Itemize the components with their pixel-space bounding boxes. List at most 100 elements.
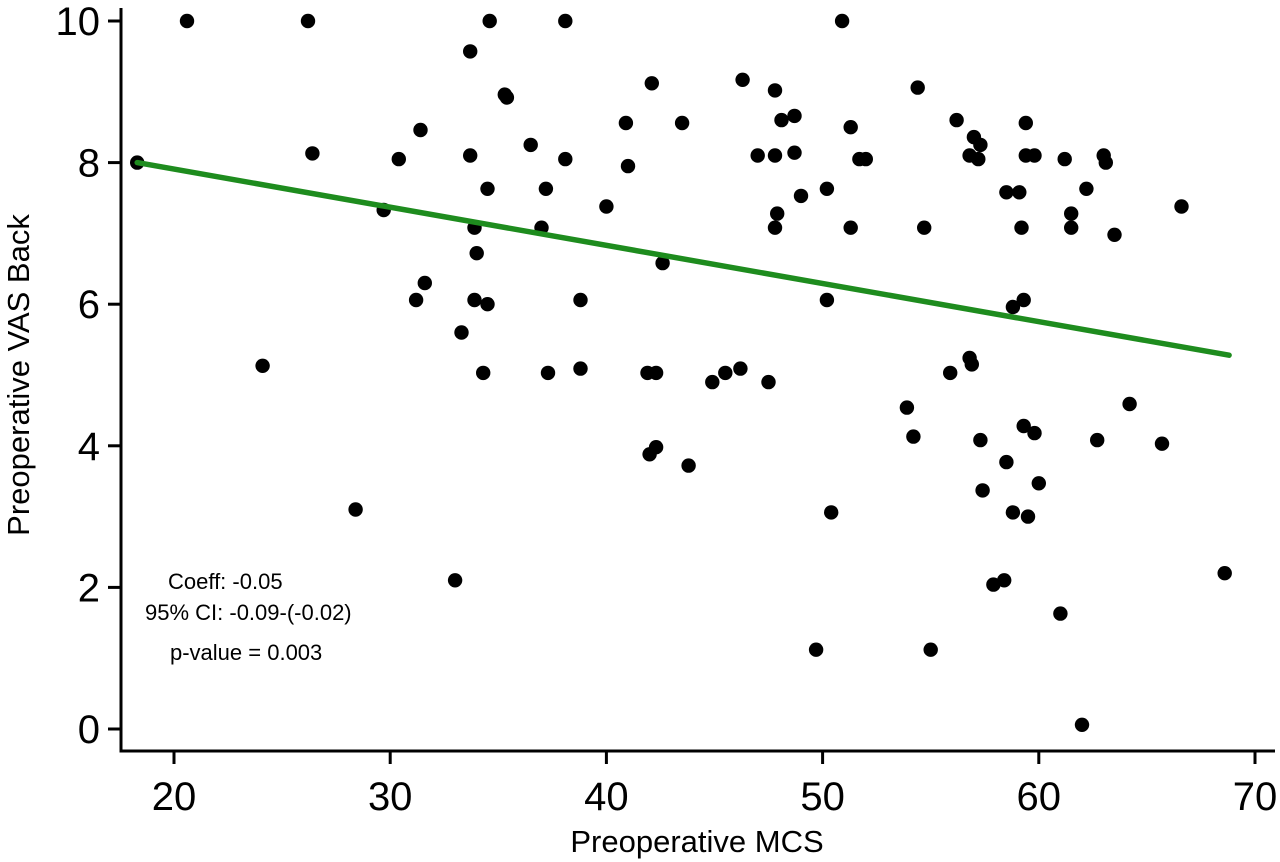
data-point [1027, 148, 1042, 163]
data-point [573, 292, 588, 308]
data-point [943, 365, 958, 381]
data-point [620, 158, 636, 174]
data-point [767, 148, 783, 163]
ci-annotation: 95% CI: -0.09-(-0.02) [145, 600, 352, 625]
data-point [1064, 220, 1079, 235]
data-point [179, 13, 195, 29]
data-point [467, 292, 482, 308]
data-point [538, 181, 554, 196]
data-point [808, 642, 824, 657]
data-point [1057, 151, 1072, 167]
coeff-annotation: Coeff: -0.05 [168, 569, 283, 594]
data-point [305, 146, 320, 161]
data-point [834, 13, 850, 29]
x-tick-label: 40 [584, 775, 629, 819]
y-tick-label: 2 [78, 566, 100, 610]
data-point [655, 255, 670, 271]
data-point [999, 185, 1014, 200]
x-tick-label: 20 [152, 775, 197, 819]
data-point [391, 151, 406, 167]
data-point [733, 361, 748, 376]
data-point [793, 188, 809, 204]
data-point [523, 137, 538, 153]
x-axis-title: Preoperative MCS [570, 824, 823, 859]
data-point [1053, 606, 1068, 621]
data-point [417, 275, 432, 291]
data-point [1016, 418, 1031, 434]
regression-fit-line [134, 159, 1232, 358]
data-point [480, 181, 495, 196]
data-point [1122, 396, 1137, 412]
data-point [923, 642, 938, 657]
data-point [558, 151, 573, 167]
y-axis-title: Preoperative VAS Back [1, 214, 36, 536]
data-point [1217, 566, 1232, 581]
x-axis-ticks: 20 30 40 50 60 70 [152, 751, 1278, 819]
data-point [447, 573, 463, 588]
x-tick-label: 50 [800, 775, 845, 819]
data-point [1027, 425, 1042, 441]
data-point [1005, 505, 1021, 520]
data-point [1005, 299, 1021, 315]
y-axis-ticks: 0 2 4 6 8 10 [56, 0, 121, 752]
data-point [674, 115, 690, 131]
data-point [1018, 115, 1033, 131]
data-point [1012, 185, 1027, 200]
data-point [787, 145, 802, 160]
data-point [975, 483, 990, 498]
data-point [540, 365, 556, 381]
data-point [999, 454, 1014, 470]
data-point [1064, 206, 1079, 221]
data-point [469, 246, 484, 261]
data-point [1079, 181, 1094, 196]
data-point [824, 505, 839, 520]
data-point [971, 151, 986, 167]
y-tick-label: 8 [78, 142, 100, 186]
data-point [480, 297, 495, 312]
y-tick-label: 10 [56, 0, 101, 44]
data-point [1020, 509, 1036, 524]
data-point [899, 400, 915, 415]
data-point [1174, 199, 1189, 214]
data-point [499, 90, 515, 105]
data-point [463, 148, 478, 163]
data-point [681, 458, 696, 473]
data-point [1074, 717, 1090, 732]
data-point [482, 13, 497, 29]
x-tick-label: 70 [1233, 775, 1278, 819]
data-point [917, 220, 932, 235]
data-point [648, 365, 664, 381]
data-point [413, 122, 428, 138]
data-point [819, 181, 835, 196]
data-point [705, 374, 720, 390]
data-point [750, 148, 765, 163]
data-point [767, 83, 783, 98]
data-point [767, 220, 783, 235]
data-point [300, 13, 316, 29]
pvalue-annotation: p-value = 0.003 [170, 640, 322, 665]
data-point [964, 357, 979, 372]
data-point [476, 365, 491, 381]
x-tick-label: 30 [368, 775, 413, 819]
data-point [787, 108, 802, 124]
data-point [408, 292, 424, 308]
data-point [761, 374, 776, 390]
data-point [1107, 227, 1122, 242]
data-point [973, 137, 988, 153]
x-tick-label: 60 [1017, 775, 1062, 819]
data-point [1090, 432, 1105, 448]
data-point [1031, 476, 1047, 491]
data-point [348, 502, 363, 517]
data-point [1154, 436, 1170, 451]
data-point [949, 112, 964, 128]
y-tick-label: 4 [78, 425, 100, 469]
data-point [1014, 220, 1029, 235]
data-points [130, 13, 1232, 732]
data-point [735, 72, 750, 88]
data-point [558, 13, 573, 29]
data-point [986, 577, 1001, 592]
data-point [843, 120, 858, 135]
data-point [463, 44, 478, 59]
data-point [644, 76, 659, 91]
